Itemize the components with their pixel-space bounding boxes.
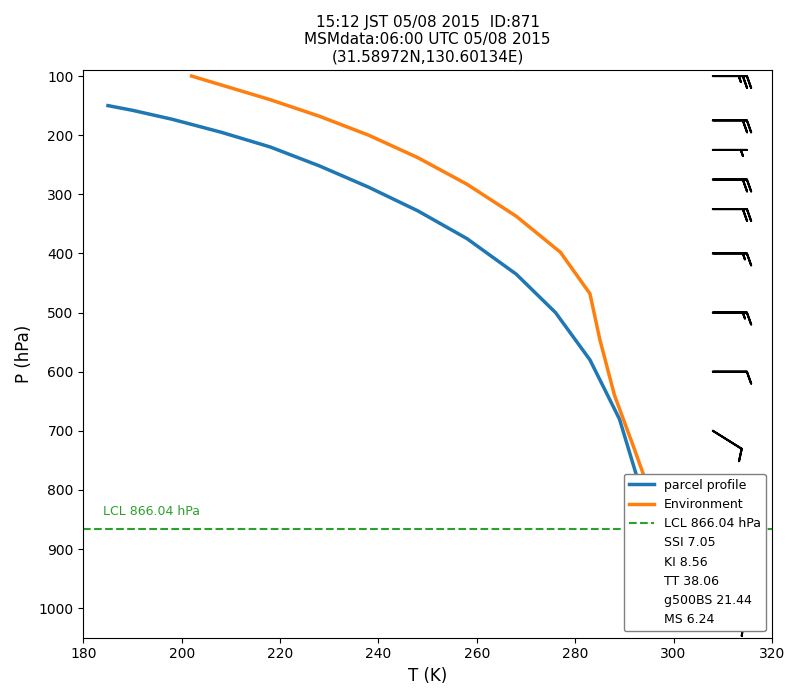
Text: LCL 866.04 hPa: LCL 866.04 hPa [103,505,200,518]
Y-axis label: P (hPa): P (hPa) [15,325,33,383]
X-axis label: T (K): T (K) [408,667,447,685]
Legend: parcel profile, Environment, LCL 866.04 hPa, SSI 7.05, KI 8.56, TT 38.06, g500BS: parcel profile, Environment, LCL 866.04 … [624,474,766,631]
Title: 15:12 JST 05/08 2015  ID:871
MSMdata:06:00 UTC 05/08 2015
(31.58972N,130.60134E): 15:12 JST 05/08 2015 ID:871 MSMdata:06:0… [304,15,551,65]
